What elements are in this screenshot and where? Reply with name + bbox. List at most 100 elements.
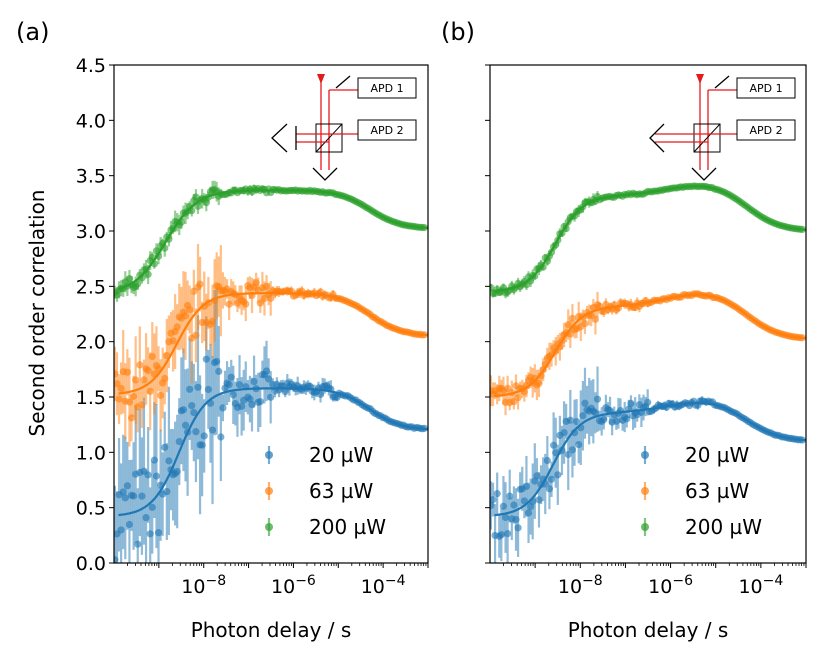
- fit-line: [118, 189, 428, 291]
- series-2: [114, 244, 428, 447]
- apd2-label: APD 2: [370, 124, 403, 137]
- data-point: [514, 394, 522, 402]
- x-tick-label: 10−4: [361, 573, 406, 598]
- beamsplitter-cube-icon: [315, 123, 343, 153]
- apd1-box: [357, 77, 417, 99]
- retroreflector-bottom-icon: [312, 167, 338, 181]
- data-point: [644, 398, 652, 406]
- series-1: [490, 366, 806, 563]
- data-point: [219, 404, 227, 412]
- data-point: [217, 433, 225, 441]
- panel-label-a: (a): [16, 18, 49, 46]
- fit-line: [118, 387, 428, 517]
- data-point: [490, 495, 497, 504]
- x-tick-label: 10−6: [648, 573, 693, 598]
- beamsplitter-cube-icon: [693, 123, 721, 153]
- data-point: [256, 397, 264, 406]
- apd2-label: APD 2: [749, 124, 782, 137]
- y-tick-label: 0.5: [76, 498, 106, 520]
- data-point: [543, 456, 551, 465]
- x-tick-exp: −4: [385, 573, 406, 589]
- data-point: [267, 393, 275, 401]
- legend-label: 63 µW: [309, 479, 374, 503]
- series-3: [114, 180, 428, 302]
- x-tick-label: 10−4: [738, 573, 783, 598]
- panel-label-b: (b): [441, 18, 475, 46]
- series-3: [490, 182, 806, 299]
- data-point: [200, 432, 208, 440]
- x-tick-label: 10−8: [181, 573, 226, 598]
- mirror-icon: [335, 75, 351, 89]
- y-tick-label: 2.0: [76, 332, 106, 354]
- y-tick-label: 1.5: [76, 387, 106, 409]
- x-axis-label-a: Photon delay / s: [191, 618, 352, 642]
- data-point: [144, 270, 152, 278]
- x-tick-label: 10−8: [558, 573, 603, 598]
- data-point: [215, 367, 223, 376]
- data-point: [504, 529, 512, 538]
- legend-label: 200 µW: [309, 515, 386, 539]
- fit-line: [494, 185, 806, 292]
- y-tick-label: 4.0: [76, 110, 106, 132]
- plot-panel-a: [109, 64, 429, 568]
- fit-line: [494, 401, 806, 517]
- x-axis-label-b: Photon delay / s: [568, 618, 729, 642]
- beamsplitter-diagonal: [693, 123, 721, 153]
- x-tick-base: 10: [738, 576, 762, 598]
- y-tick-label: 0.0: [76, 553, 106, 575]
- inset-diagram-b: APD 1 APD 2: [649, 74, 796, 181]
- axes-frame: [489, 64, 807, 564]
- legend-marker: [265, 487, 273, 495]
- apd1-box: [736, 77, 796, 99]
- y-tick-label: 3.0: [76, 221, 106, 243]
- data-point: [564, 450, 572, 459]
- legend-label: 200 µW: [685, 515, 762, 539]
- data-point: [593, 395, 602, 403]
- data-point: [196, 280, 204, 288]
- inset-diagram-a: APD 1 APD 2: [271, 74, 417, 181]
- y-axis-label: Second order correlation: [25, 190, 49, 437]
- data-point: [192, 331, 200, 339]
- data-point: [152, 472, 161, 480]
- y-tick-label: 3.5: [76, 166, 106, 188]
- x-tick-exp: −8: [582, 573, 603, 589]
- data-point: [242, 300, 250, 308]
- x-tick-base: 10: [271, 576, 295, 598]
- y-tick-label: 1.0: [76, 442, 106, 464]
- legend-label: 20 µW: [685, 443, 750, 467]
- legend-marker: [641, 523, 649, 531]
- x-tick-base: 10: [181, 576, 205, 598]
- data-point: [581, 319, 589, 328]
- legend-marker: [641, 487, 649, 495]
- retroreflector-icon: [649, 123, 665, 153]
- fit-line: [494, 293, 806, 398]
- data-point: [514, 524, 522, 532]
- data-point: [554, 471, 562, 479]
- legend-b: 20 µW 63 µW 200 µW: [641, 443, 762, 539]
- series-1: [114, 288, 428, 563]
- legend-marker: [265, 523, 273, 531]
- data-point: [493, 490, 501, 498]
- plot-area: [490, 182, 806, 563]
- legend-label: 63 µW: [685, 479, 750, 503]
- data-point: [134, 280, 142, 288]
- apd2-box: [357, 119, 417, 141]
- legend-a: 20 µW 63 µW 200 µW: [265, 443, 386, 539]
- series-2: [490, 290, 806, 416]
- data-point: [138, 401, 146, 409]
- x-tick-exp: −6: [672, 573, 693, 589]
- x-tick-labels-a: 10−8 10−6 10−4: [181, 573, 405, 598]
- retroreflector-bottom-icon: [691, 167, 717, 181]
- mirror-icon: [714, 75, 730, 89]
- retroreflector-icon: [271, 123, 288, 153]
- apd1-label: APD 1: [370, 82, 403, 95]
- plot-panel-b: [485, 64, 807, 568]
- x-tick-exp: −8: [205, 573, 226, 589]
- beam-arrow-icon: [696, 74, 704, 84]
- data-point: [144, 471, 152, 479]
- data-point: [568, 314, 577, 322]
- plot-area: [114, 180, 428, 563]
- data-point: [573, 417, 581, 426]
- x-tick-base: 10: [558, 576, 582, 598]
